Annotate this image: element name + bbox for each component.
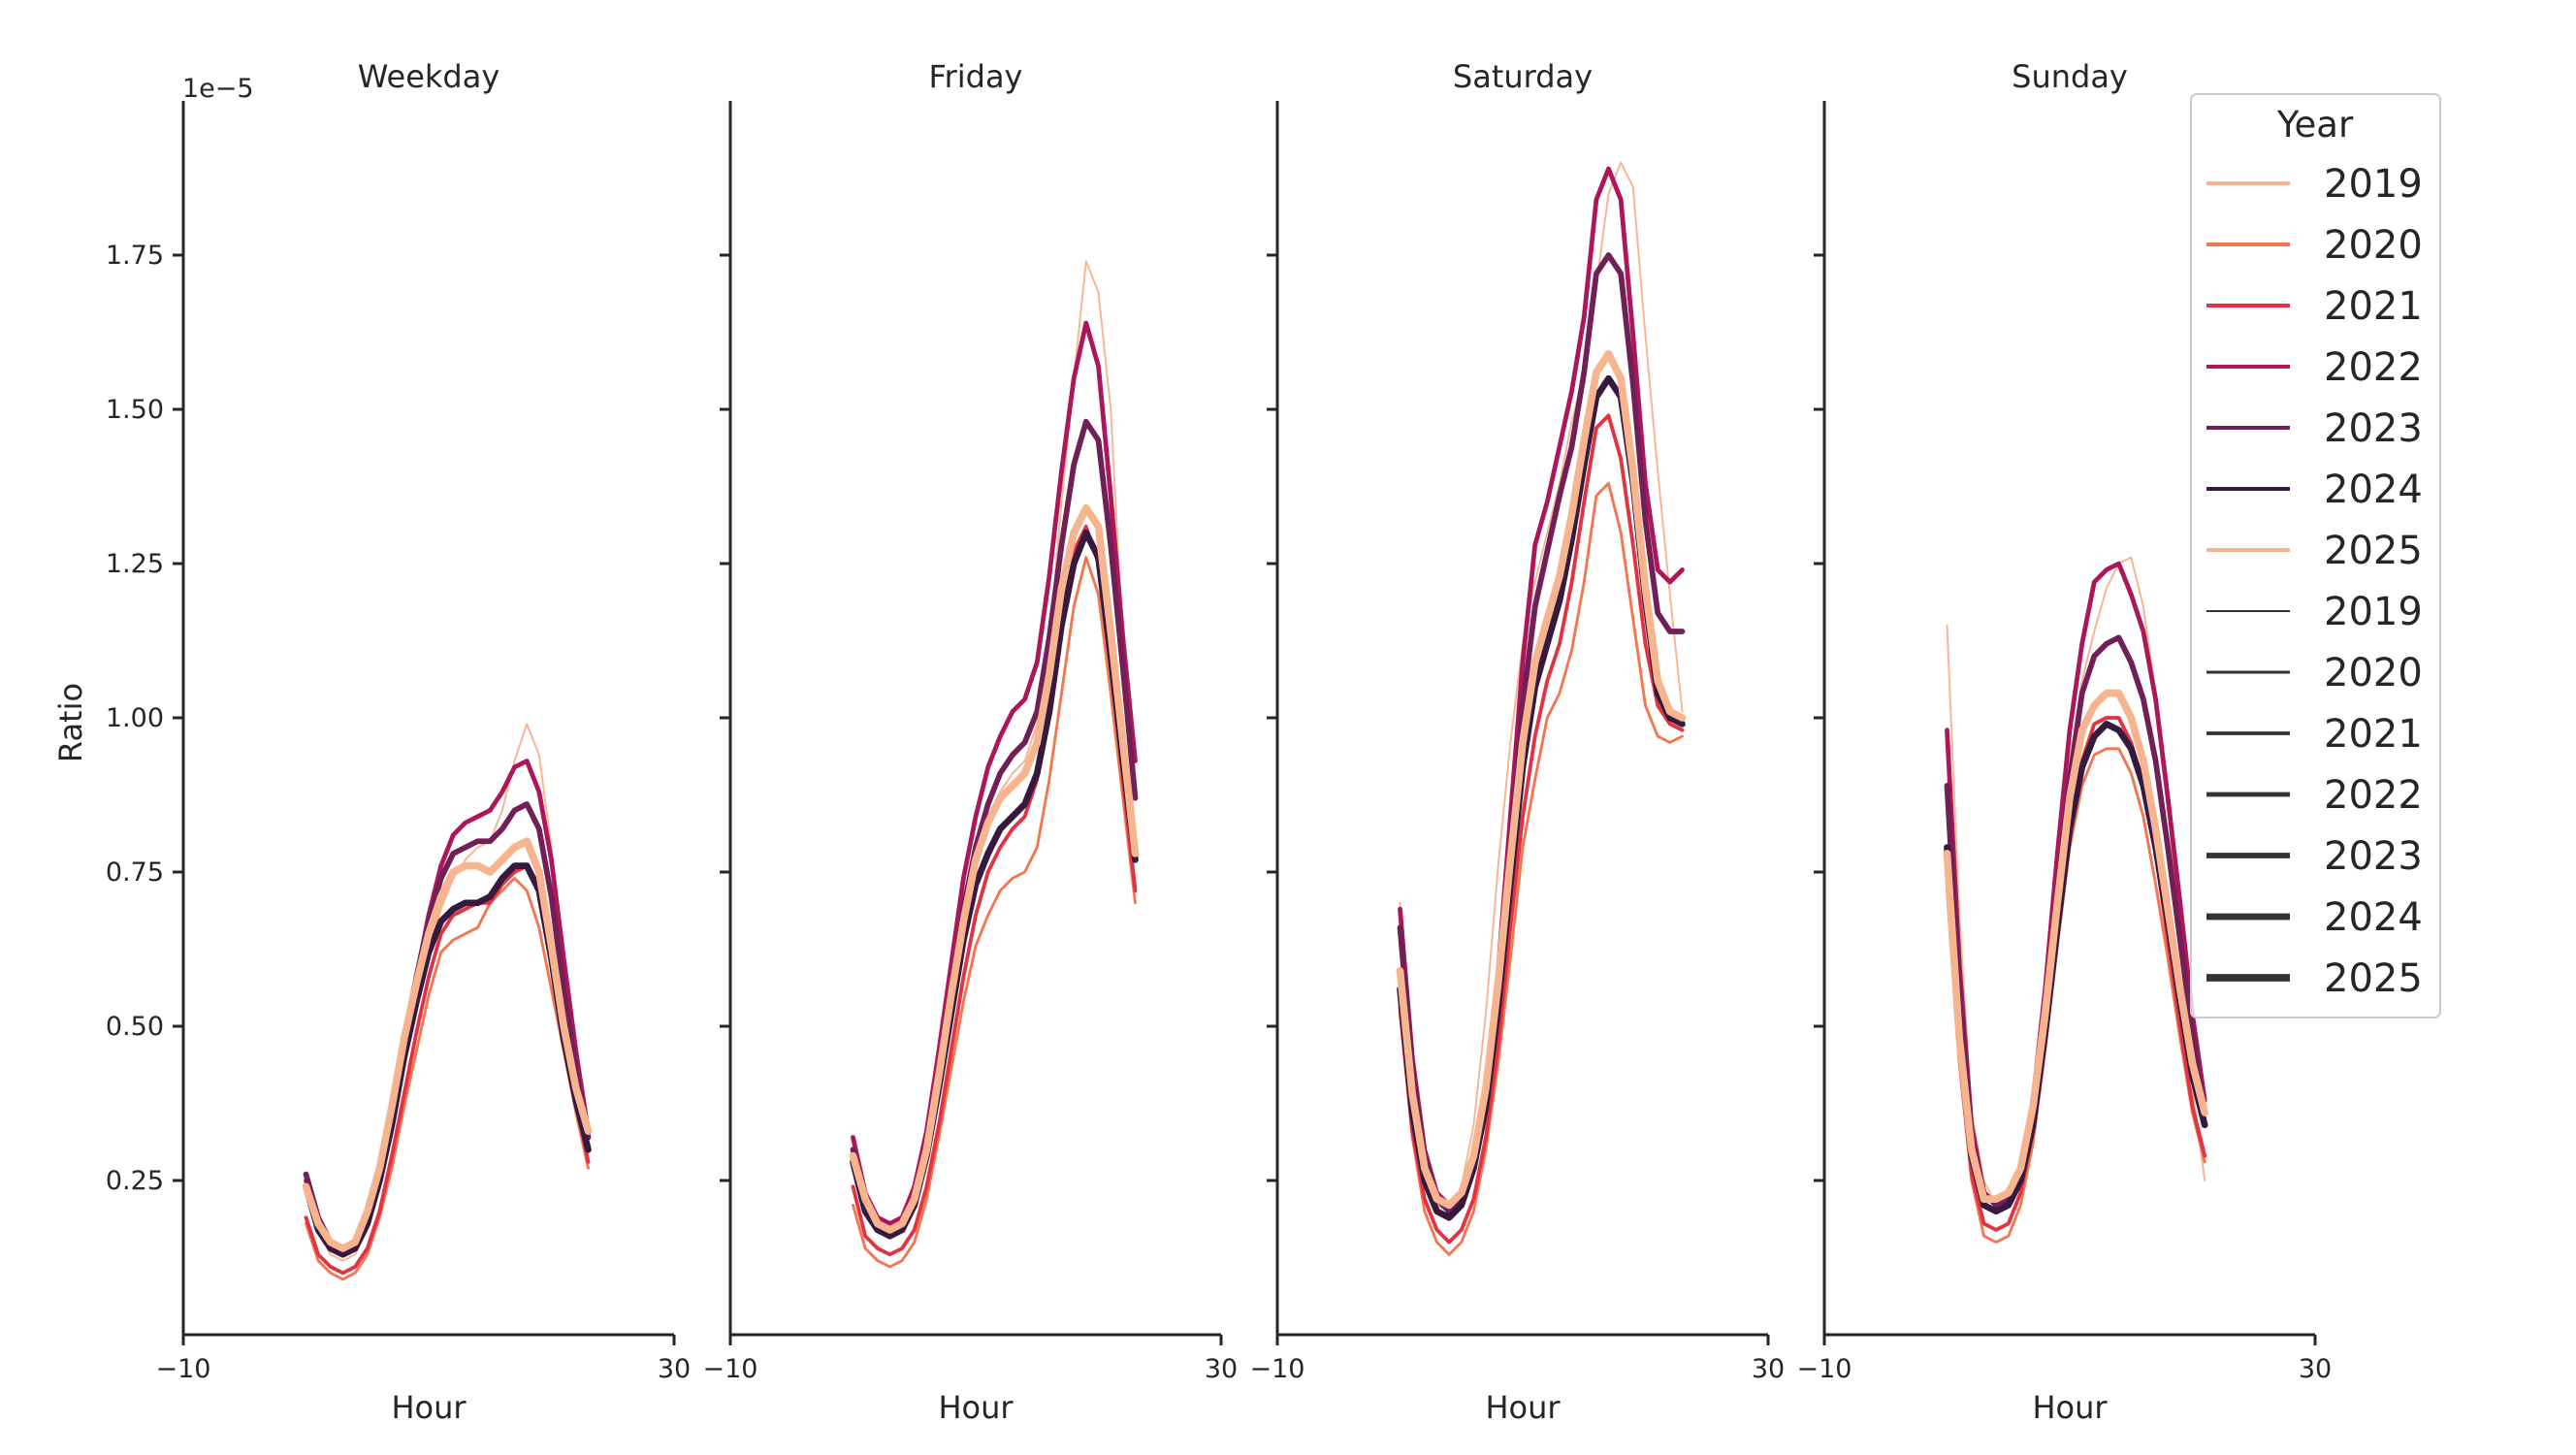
- legend-size-label: 2022: [2324, 773, 2423, 818]
- x-axis-label: Hour: [2032, 1389, 2108, 1426]
- x-axis-label: Hour: [391, 1389, 467, 1426]
- x-tick-label: −10: [1250, 1354, 1305, 1384]
- legend-size-label: 2019: [2324, 590, 2423, 634]
- legend-size-label: 2025: [2324, 956, 2423, 1001]
- legend-hue-label: 2020: [2324, 223, 2423, 268]
- legend-frame: [2190, 93, 2441, 1018]
- series-line-2025: [1396, 349, 1687, 1210]
- series-line-2025: [849, 503, 1140, 1234]
- y-offset-label: 1e−5: [182, 74, 254, 104]
- legend-hue-label: 2021: [2324, 284, 2423, 329]
- series-line-2021: [1398, 413, 1685, 1245]
- x-tick-label: 30: [1205, 1354, 1238, 1384]
- legend-hue-label: 2019: [2324, 162, 2423, 207]
- series-line-2020: [1399, 481, 1684, 1256]
- legend-size-label: 2023: [2324, 834, 2423, 879]
- legend-entries: 2019 2020 2021 2022 2023 2024 2025 2019 2020 2021…: [2206, 162, 2423, 1001]
- panel-title: Weekday: [358, 58, 500, 95]
- x-tick-label: 30: [658, 1354, 691, 1384]
- legend-size-label: 2024: [2324, 895, 2423, 940]
- series-line-2019: [305, 723, 590, 1262]
- panel-sunday: Sunday −10 30 Hour: [1797, 58, 2333, 1426]
- legend-hue-label: 2022: [2324, 345, 2423, 390]
- panel-title: Friday: [929, 58, 1023, 95]
- legend: Year 2019 2020 2021 2022 2023 2024 2025 2019 202…: [2190, 93, 2441, 1018]
- series-line-2020: [852, 556, 1137, 1269]
- y-tick-label: 0.50: [106, 1012, 164, 1042]
- series-line-2023: [1397, 252, 1686, 1214]
- x-tick-label: 30: [1752, 1354, 1785, 1384]
- panel-saturday: Saturday −10 30 Hour: [1250, 58, 1786, 1426]
- x-tick-label: −10: [703, 1354, 758, 1384]
- y-tick-label: 1.75: [106, 241, 164, 271]
- x-tick-label: −10: [1797, 1354, 1852, 1384]
- series-line-2020: [1946, 747, 2206, 1245]
- y-tick-label: 1.00: [106, 703, 164, 733]
- x-tick-label: 30: [2299, 1354, 2332, 1384]
- series-line-2024: [850, 529, 1139, 1240]
- x-axis-label: Hour: [938, 1389, 1014, 1426]
- y-axis-label: Ratio: [52, 683, 89, 762]
- y-tick-label: 1.25: [106, 549, 164, 579]
- legend-hue-label: 2023: [2324, 406, 2423, 451]
- series-line-2020: [305, 876, 590, 1281]
- legend-hue-label: 2024: [2324, 468, 2423, 512]
- y-tick-label: 0.75: [106, 857, 164, 888]
- panel-weekday: Weekday 0.25 0.50 0.75 1.00 1.25 1.50 1.75 −10 30…: [106, 58, 691, 1426]
- legend-size-label: 2020: [2324, 651, 2423, 695]
- series-line-2025: [302, 837, 593, 1252]
- legend-size-label: 2021: [2324, 712, 2423, 757]
- y-tick-label: 1.50: [106, 395, 164, 425]
- series-line-2022: [851, 320, 1138, 1226]
- legend-hue-label: 2025: [2324, 529, 2423, 573]
- y-tick-label: 0.25: [106, 1166, 164, 1196]
- panels: Weekday 0.25 0.50 0.75 1.00 1.25 1.50 1.75 −10 30…: [106, 58, 2332, 1426]
- x-axis-label: Hour: [1485, 1389, 1561, 1426]
- panel-title: Saturday: [1453, 58, 1593, 95]
- panel-title: Sunday: [2012, 58, 2128, 95]
- panel-friday: Friday −10 30 Hour: [703, 58, 1239, 1426]
- x-tick-label: −10: [156, 1354, 211, 1384]
- legend-title: Year: [2276, 104, 2354, 146]
- series-line-2025: [1943, 689, 2209, 1203]
